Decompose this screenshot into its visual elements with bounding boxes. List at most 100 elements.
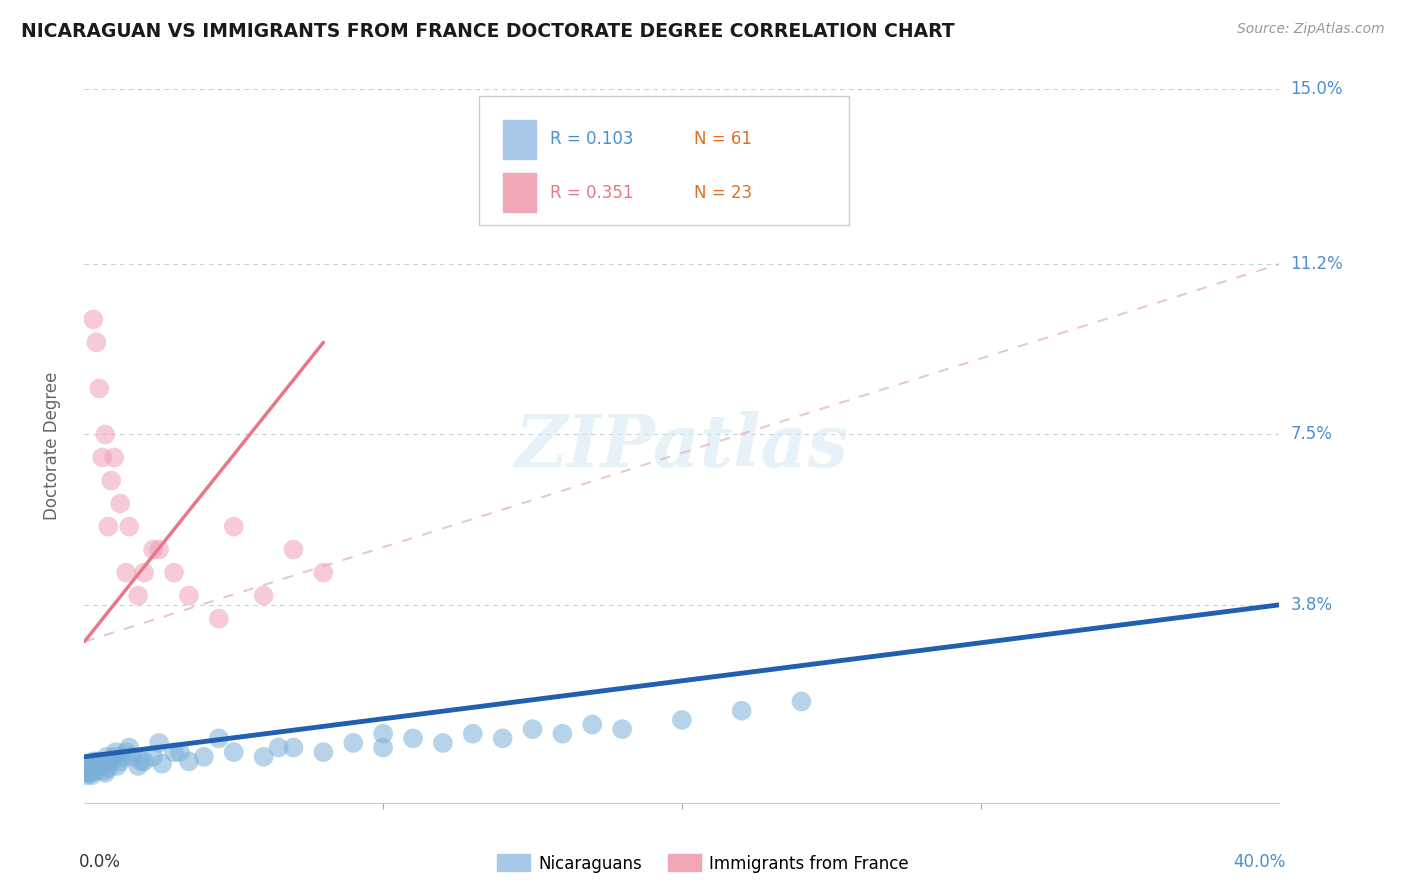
Point <box>82 755 104 769</box>
Point <box>132 755 156 769</box>
Point <box>127 759 149 773</box>
Point <box>79 759 101 773</box>
Point <box>98 755 121 769</box>
Point <box>90 759 112 773</box>
Bar <box>503 120 536 159</box>
Y-axis label: Doctorate Degree: Doctorate Degree <box>42 372 60 520</box>
Point <box>118 740 141 755</box>
Point <box>103 450 125 465</box>
Point <box>461 727 484 741</box>
Point <box>110 755 132 769</box>
Point <box>169 745 191 759</box>
Point <box>94 765 117 780</box>
Point <box>222 745 245 759</box>
Point <box>790 694 813 708</box>
Point <box>222 519 245 533</box>
Point <box>492 731 515 746</box>
Point <box>148 542 170 557</box>
Point <box>371 727 394 741</box>
Point <box>253 749 276 764</box>
Text: ZIPatlas: ZIPatlas <box>515 410 849 482</box>
Point <box>83 761 105 775</box>
Point <box>402 731 425 746</box>
Point <box>142 542 165 557</box>
Text: N = 61: N = 61 <box>695 130 752 148</box>
Point <box>87 755 110 769</box>
Point <box>115 745 138 759</box>
Point <box>150 756 173 771</box>
Point <box>105 759 128 773</box>
Point <box>80 765 103 780</box>
Point <box>522 722 544 736</box>
Point <box>177 755 200 769</box>
Point <box>91 759 114 773</box>
Point <box>342 736 364 750</box>
Point <box>551 727 574 741</box>
Point <box>94 427 117 442</box>
Point <box>671 713 693 727</box>
Point <box>118 519 141 533</box>
Text: 0.0%: 0.0% <box>79 853 121 871</box>
Point <box>581 717 603 731</box>
Text: 40.0%: 40.0% <box>1233 853 1285 871</box>
Point <box>610 722 633 736</box>
Text: Source: ZipAtlas.com: Source: ZipAtlas.com <box>1237 22 1385 37</box>
Point <box>177 589 200 603</box>
Point <box>163 566 186 580</box>
Point <box>115 566 138 580</box>
Text: R = 0.103: R = 0.103 <box>550 130 634 148</box>
Point <box>142 749 165 764</box>
Text: 3.8%: 3.8% <box>1291 596 1333 614</box>
Point <box>82 761 104 775</box>
Point <box>432 736 454 750</box>
FancyBboxPatch shape <box>478 96 849 225</box>
Point <box>96 749 118 764</box>
Text: 15.0%: 15.0% <box>1291 80 1343 98</box>
Point <box>89 756 111 771</box>
Point <box>104 745 127 759</box>
Point <box>80 768 103 782</box>
Point <box>97 761 120 775</box>
Legend: Nicaraguans, Immigrants from France: Nicaraguans, Immigrants from France <box>491 847 915 880</box>
Point <box>208 731 231 746</box>
Point <box>129 755 152 769</box>
Point <box>100 755 122 769</box>
Point <box>97 519 120 533</box>
Point <box>89 381 111 395</box>
Point <box>371 740 394 755</box>
Point <box>127 589 149 603</box>
Text: N = 23: N = 23 <box>695 184 752 202</box>
Point <box>111 749 134 764</box>
Point <box>77 765 100 780</box>
Point <box>77 764 100 778</box>
Point <box>581 197 603 211</box>
Point <box>148 736 170 750</box>
Point <box>312 566 335 580</box>
Point <box>76 768 98 782</box>
Point <box>110 497 132 511</box>
Point <box>84 756 107 771</box>
Point <box>86 335 108 350</box>
Point <box>253 589 276 603</box>
Text: R = 0.351: R = 0.351 <box>550 184 634 202</box>
Point <box>103 749 125 764</box>
Point <box>79 759 101 773</box>
Point <box>86 764 108 778</box>
Point <box>132 566 156 580</box>
Bar <box>503 173 536 212</box>
Point <box>82 312 104 326</box>
Point <box>91 450 114 465</box>
Text: NICARAGUAN VS IMMIGRANTS FROM FRANCE DOCTORATE DEGREE CORRELATION CHART: NICARAGUAN VS IMMIGRANTS FROM FRANCE DOC… <box>21 22 955 41</box>
Point <box>193 749 215 764</box>
Point <box>312 745 335 759</box>
Point <box>76 764 98 778</box>
Point <box>731 704 754 718</box>
Point <box>121 749 143 764</box>
Text: 7.5%: 7.5% <box>1291 425 1333 443</box>
Point <box>208 612 231 626</box>
Point <box>283 542 305 557</box>
Point <box>267 740 290 755</box>
Point <box>283 740 305 755</box>
Point <box>93 764 115 778</box>
Text: 11.2%: 11.2% <box>1291 255 1343 273</box>
